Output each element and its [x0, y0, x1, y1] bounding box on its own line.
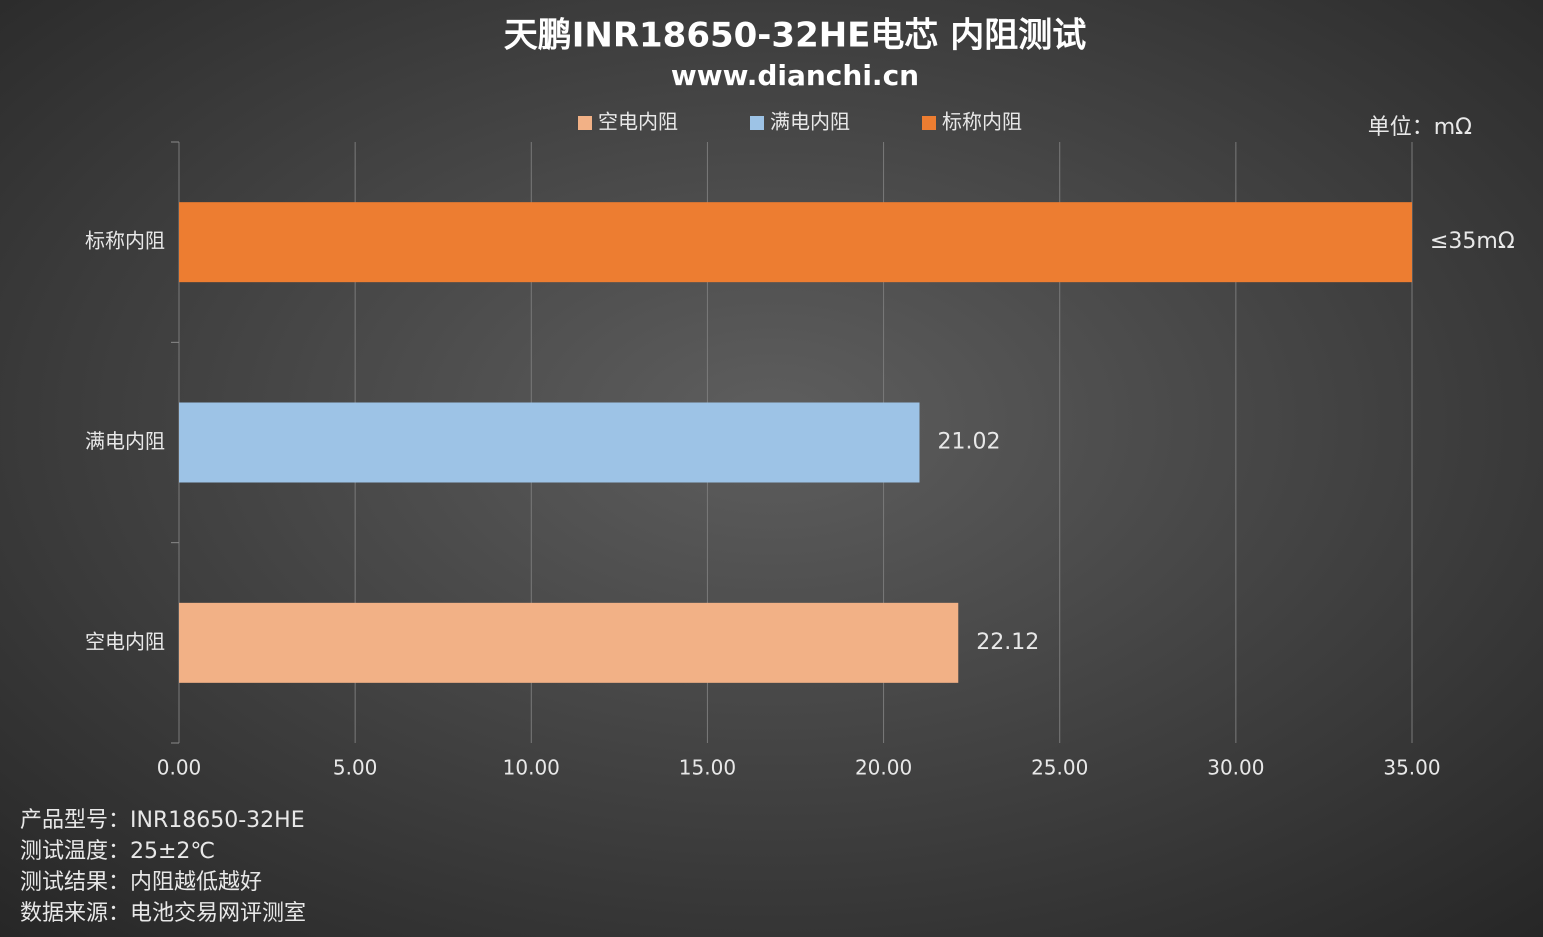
value-label: 22.12: [976, 630, 1039, 655]
legend-label: 空电内阻: [598, 110, 678, 134]
legend-label: 满电内阻: [770, 110, 850, 134]
chart-title: 天鹏INR18650-32HE电芯 内阻测试: [504, 16, 1087, 56]
note: 测试结果：内阻越低越好: [20, 870, 262, 895]
x-tick-label: 25.00: [1031, 756, 1088, 780]
value-label: ≤35mΩ: [1430, 229, 1515, 254]
chart-subtitle: www.dianchi.cn: [671, 59, 919, 92]
y-tick-label: 标称内阻: [85, 229, 165, 253]
value-label: 21.02: [938, 430, 1001, 455]
x-tick-label: 30.00: [1207, 756, 1264, 780]
bar: [179, 202, 1412, 283]
bar: [179, 602, 959, 683]
note: 数据来源：电池交易网评测室: [20, 901, 306, 926]
x-tick-label: 10.00: [503, 756, 560, 780]
bar: [179, 402, 920, 483]
legend-swatch: [578, 116, 592, 130]
y-tick-label: 空电内阻: [85, 629, 165, 653]
x-tick-label: 20.00: [855, 756, 912, 780]
legend-label: 标称内阻: [942, 110, 1022, 134]
legend-swatch: [750, 116, 764, 130]
note: 产品型号：INR18650-32HE: [20, 808, 305, 833]
x-tick-label: 35.00: [1383, 756, 1440, 780]
x-tick-label: 15.00: [679, 756, 736, 780]
note: 测试温度：25±2℃: [20, 839, 215, 864]
x-tick-label: 5.00: [333, 756, 378, 780]
y-tick-label: 满电内阻: [85, 429, 165, 453]
legend-swatch: [922, 116, 936, 130]
x-tick-label: 0.00: [157, 756, 202, 780]
unit-label: 单位：mΩ: [1368, 115, 1472, 140]
